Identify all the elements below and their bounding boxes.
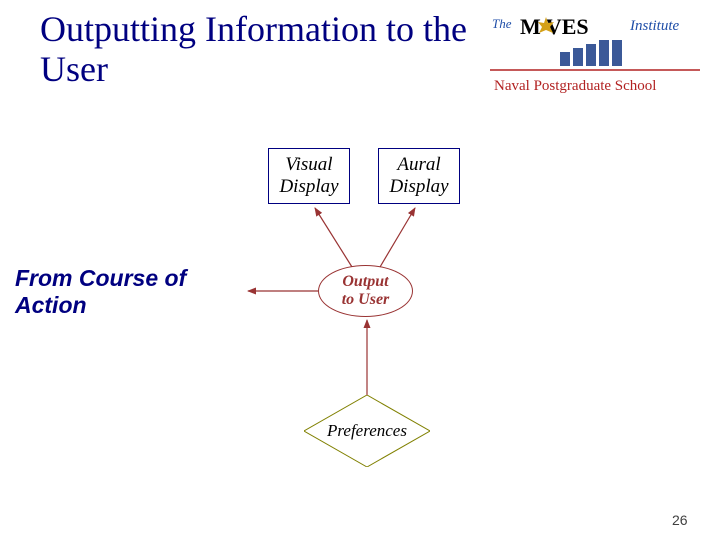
arrow-output_top_right [380,208,415,267]
visual-display-label: VisualDisplay [279,154,338,198]
output-to-user-node: Outputto User [318,265,413,317]
visual-display-node: VisualDisplay [268,148,350,204]
aural-display-node: AuralDisplay [378,148,460,204]
arrow-output_top_left [315,208,352,267]
aural-display-label: AuralDisplay [389,154,448,198]
preferences-node: Preferences [304,395,430,467]
page-number: 26 [672,512,688,528]
preferences-label: Preferences [327,421,407,441]
output-to-user-label: Outputto User [342,273,390,310]
